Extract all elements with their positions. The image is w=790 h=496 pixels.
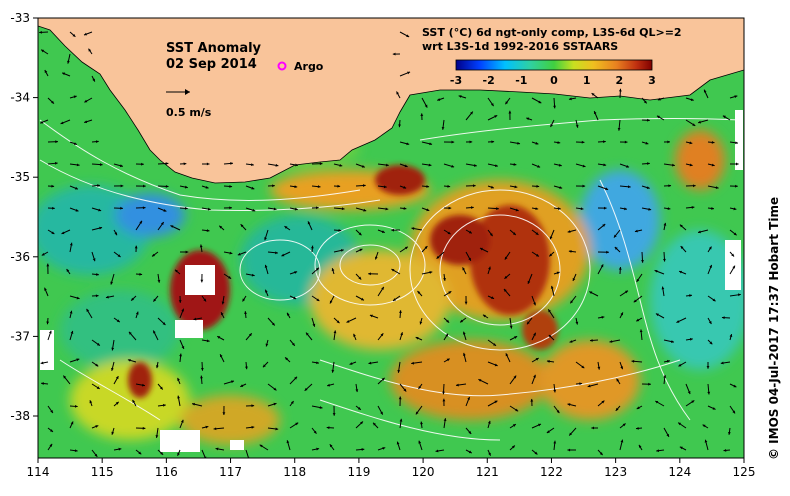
colorbar-title-line2: wrt L3S-1d 1992-2016 SSTAARS (422, 40, 618, 53)
x-tick-label: 120 (412, 465, 435, 479)
y-axis: -33 -34 -35 -36 -37 -38 (10, 11, 38, 423)
colorbar-tick-label: 2 (616, 74, 624, 87)
y-tick-label: -38 (10, 409, 30, 423)
x-tick-label: 116 (155, 465, 178, 479)
x-tick-label: 119 (347, 465, 370, 479)
colorbar-title-line1: SST (°C) 6d ngt-only comp, L3S-6d QL>=2 (422, 26, 682, 39)
x-tick-label: 125 (733, 465, 756, 479)
x-tick-label: 124 (668, 465, 691, 479)
ocean-field (30, 18, 750, 460)
colorbar-gradient (456, 60, 652, 70)
y-tick-label: -35 (10, 170, 30, 184)
x-tick-label: 121 (476, 465, 499, 479)
colorbar-tick-label: -2 (483, 74, 495, 87)
argo-label: Argo (294, 60, 324, 73)
y-tick-label: -34 (10, 91, 30, 105)
x-tick-label: 123 (604, 465, 627, 479)
x-tick-label: 118 (283, 465, 306, 479)
x-tick-label: 114 (27, 465, 50, 479)
colorbar-tick-label: -3 (450, 74, 462, 87)
x-tick-label: 115 (91, 465, 114, 479)
y-tick-label: -37 (10, 329, 30, 343)
y-tick-label: -36 (10, 250, 30, 264)
x-axis: 114 115 116 117 118 119 120 121 122 123 124 125 (27, 458, 756, 479)
colorbar-tick-label: 0 (550, 74, 558, 87)
x-tick-label: 122 (540, 465, 563, 479)
colorbar-tick-label: 1 (583, 74, 591, 87)
map-title: SST Anomaly (166, 41, 262, 56)
map-date: 02 Sep 2014 (166, 57, 257, 72)
velocity-scale-label: 0.5 m/s (166, 106, 212, 119)
colorbar-tick-label: 3 (648, 74, 656, 87)
x-tick-label: 117 (219, 465, 242, 479)
y-tick-label: -33 (10, 11, 30, 25)
colorbar-tick-label: -1 (515, 74, 527, 87)
credit-text: © IMOS 04-Jul-2017 17:37 Hobart Time (767, 197, 781, 460)
